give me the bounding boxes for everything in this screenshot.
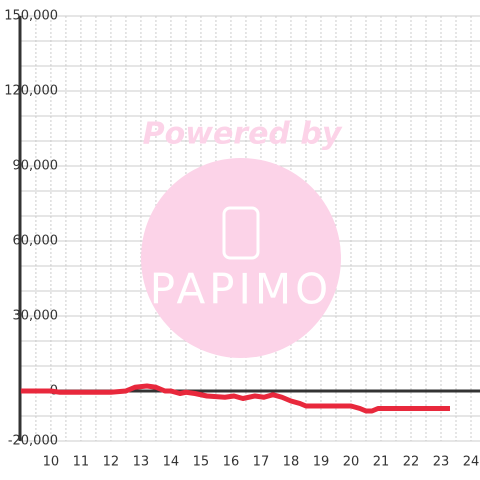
x-tick-label: 17 — [253, 455, 270, 470]
y-tick-label: 150,000 — [4, 9, 58, 24]
x-tick-label: 14 — [163, 455, 180, 470]
watermark-title: Powered by — [143, 117, 343, 152]
x-tick-label: 23 — [433, 455, 450, 470]
x-tick-label: 10 — [43, 455, 60, 470]
x-tick-label: 15 — [193, 455, 210, 470]
y-tick-label: 60,000 — [13, 234, 59, 249]
x-tick-label: 24 — [463, 455, 480, 470]
series-line — [20, 383, 450, 414]
x-tick-label: 20 — [343, 455, 360, 470]
y-tick-label: 90,000 — [13, 159, 59, 174]
y-tick-label: 30,000 — [13, 309, 59, 324]
plot: -20,000030,00060,00090,000120,000150,000… — [4, 9, 480, 470]
x-tick-label: 13 — [133, 455, 150, 470]
watermark-logo: PAPIMO — [150, 265, 332, 314]
x-tick-label: 19 — [313, 455, 330, 470]
x-tick-label: 21 — [373, 455, 390, 470]
x-tick-label: 18 — [283, 455, 300, 470]
x-tick-label: 11 — [73, 455, 90, 470]
watermark-icon — [222, 206, 260, 260]
x-tick-label: 12 — [103, 455, 120, 470]
x-tick-label: 22 — [403, 455, 420, 470]
x-tick-label: 16 — [223, 455, 240, 470]
y-tick-label: -20,000 — [8, 434, 58, 449]
y-tick-label: 120,000 — [4, 84, 58, 99]
